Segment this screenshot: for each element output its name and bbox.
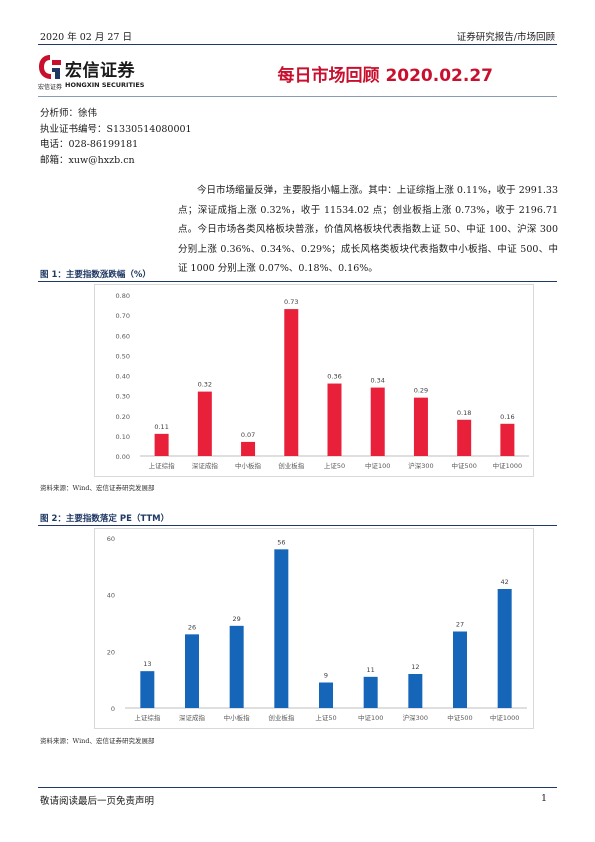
data-label: 0.07 bbox=[241, 431, 255, 439]
x-tick-label: 中证100 bbox=[358, 713, 383, 722]
figure-1-title: 图 1：主要指数涨跌幅（%） bbox=[40, 270, 151, 280]
data-label: 0.36 bbox=[327, 373, 341, 381]
bar-4 bbox=[274, 549, 289, 708]
data-label: 42 bbox=[501, 578, 509, 586]
analyst-email[interactable]: 邮箱：xuw@hxzb.cn bbox=[40, 154, 135, 166]
x-tick-label: 创业板指 bbox=[278, 461, 305, 470]
logo-subtext-en: HONGXIN SECURITIES bbox=[65, 81, 145, 89]
data-label: 0.32 bbox=[198, 381, 212, 389]
x-tick-label: 深证成指 bbox=[192, 461, 219, 470]
bar-8 bbox=[457, 419, 472, 456]
x-tick-label: 上证50 bbox=[324, 461, 345, 470]
x-tick-label: 上证综指 bbox=[149, 461, 176, 470]
data-label: 9 bbox=[324, 672, 328, 680]
header-divider bbox=[38, 44, 557, 45]
data-label: 27 bbox=[456, 621, 464, 629]
x-tick-label: 中证500 bbox=[447, 713, 472, 722]
title-divider bbox=[38, 96, 557, 97]
y-tick-label: 60 bbox=[107, 535, 115, 543]
bar-8 bbox=[453, 631, 467, 708]
data-label: 56 bbox=[277, 538, 285, 546]
bar-5 bbox=[327, 383, 342, 456]
disclaimer-note: 敬请阅读最后一页免责声明 bbox=[40, 796, 155, 807]
analyst-name: 分析师：徐伟 bbox=[40, 108, 98, 119]
bar-2 bbox=[197, 391, 212, 456]
bar-3 bbox=[229, 625, 244, 708]
figure-1-divider bbox=[38, 281, 557, 282]
figure-1-frame: 0.00 0.10 0.20 0.30 0.40 0.50 0.60 0.70 0.80 0.11… bbox=[94, 284, 534, 477]
logo-text: 宏信证券 bbox=[65, 61, 135, 81]
x-tick-label: 中小板指 bbox=[235, 461, 261, 470]
y-tick-label: 0.20 bbox=[116, 413, 130, 421]
figure-1-source: 资料来源：Wind、宏信证券研究发展部 bbox=[40, 484, 155, 492]
page-number: 1 bbox=[540, 793, 547, 804]
x-tick-label: 沪深300 bbox=[403, 713, 428, 722]
index-change-chart: 0.00 0.10 0.20 0.30 0.40 0.50 0.60 0.70 0.80 0.11… bbox=[116, 292, 529, 470]
figure-2-title: 图 2：主要指数落定 PE（TTM） bbox=[40, 514, 170, 524]
bar-1 bbox=[140, 671, 155, 708]
data-label: 0.34 bbox=[370, 377, 384, 385]
company-logo: 宏信证券 宏信证券 HONGXIN SECURITIES bbox=[38, 50, 163, 92]
x-tick-label: 沪深300 bbox=[408, 461, 433, 470]
y-tick-label: 0.30 bbox=[116, 393, 130, 401]
y-tick-label: 0.70 bbox=[116, 312, 130, 320]
figure-2-divider bbox=[38, 525, 557, 526]
bar-9 bbox=[500, 423, 515, 456]
y-tick-label: 0.00 bbox=[116, 453, 130, 461]
index-pe-chart: 0 20 40 60 13 上证综指 26 深证成指 29 中小板指 56 创业板指 9 上证50 11 中证… bbox=[107, 535, 527, 722]
analyst-info: 分析师：徐伟 执业证书编号：S1330514080001 电话：028-8619… bbox=[40, 106, 192, 168]
y-tick-label: 0.10 bbox=[116, 433, 130, 441]
analyst-cert: 执业证书编号：S1330514080001 bbox=[40, 123, 192, 135]
x-tick-label: 中小板指 bbox=[224, 713, 251, 722]
figure-2-frame: 0 20 40 60 13 上证综指 26 深证成指 29 中小板指 56 创业板指 9 上证50 11 中证… bbox=[94, 528, 534, 729]
data-label: 29 bbox=[233, 615, 241, 623]
y-tick-label: 0.80 bbox=[116, 292, 130, 300]
bar-6 bbox=[363, 676, 378, 708]
data-label: 0.73 bbox=[284, 298, 298, 306]
report-date: 2020 年 02 月 27 日 bbox=[40, 32, 132, 43]
data-label: 11 bbox=[367, 666, 375, 674]
data-label: 12 bbox=[411, 663, 419, 671]
bar-7 bbox=[413, 397, 428, 456]
analyst-phone: 电话：028-86199181 bbox=[40, 139, 139, 150]
data-label: 26 bbox=[188, 623, 196, 631]
bar-4 bbox=[284, 309, 299, 456]
report-category: 证券研究报告/市场回顾 bbox=[456, 32, 555, 43]
y-tick-label: 40 bbox=[107, 592, 115, 600]
data-label: 0.11 bbox=[154, 423, 168, 431]
data-label: 0.16 bbox=[500, 413, 514, 421]
bar-3 bbox=[241, 441, 256, 456]
x-tick-label: 创业板指 bbox=[268, 713, 295, 722]
logo-subtext-cn: 宏信证券 bbox=[38, 84, 63, 91]
x-tick-label: 上证综指 bbox=[134, 713, 161, 722]
x-tick-label: 上证50 bbox=[315, 713, 336, 722]
bar-6 bbox=[370, 387, 385, 456]
data-label: 0.18 bbox=[457, 409, 471, 417]
y-tick-label: 0 bbox=[111, 705, 115, 713]
x-tick-label: 中证500 bbox=[451, 461, 476, 470]
y-tick-label: 0.40 bbox=[116, 373, 130, 381]
report-title: 每日市场回顾 2020.02.27 bbox=[277, 66, 493, 86]
market-summary: 今日市场缩量反弹，主要股指小幅上涨。其中：上证综指上涨 0.11%，收于 299… bbox=[178, 185, 558, 274]
y-tick-label: 0.50 bbox=[116, 352, 130, 360]
bar-9 bbox=[497, 589, 512, 708]
x-tick-label: 中证100 bbox=[365, 461, 390, 470]
y-tick-label: 20 bbox=[107, 648, 115, 656]
logo-mark-icon bbox=[39, 55, 61, 79]
bar-5 bbox=[319, 682, 333, 708]
x-tick-label: 中证1000 bbox=[490, 713, 520, 722]
data-label: 0.29 bbox=[414, 387, 428, 395]
figure-2-source: 资料来源：Wind、宏信证券研究发展部 bbox=[40, 737, 155, 745]
bar-7 bbox=[408, 674, 423, 708]
footer-divider bbox=[38, 787, 557, 788]
data-label: 13 bbox=[143, 660, 151, 668]
bar-2 bbox=[185, 634, 199, 708]
x-tick-label: 深证成指 bbox=[179, 713, 206, 722]
bar-1 bbox=[154, 433, 169, 456]
y-tick-label: 0.60 bbox=[116, 332, 130, 340]
x-tick-label: 中证1000 bbox=[493, 461, 523, 470]
